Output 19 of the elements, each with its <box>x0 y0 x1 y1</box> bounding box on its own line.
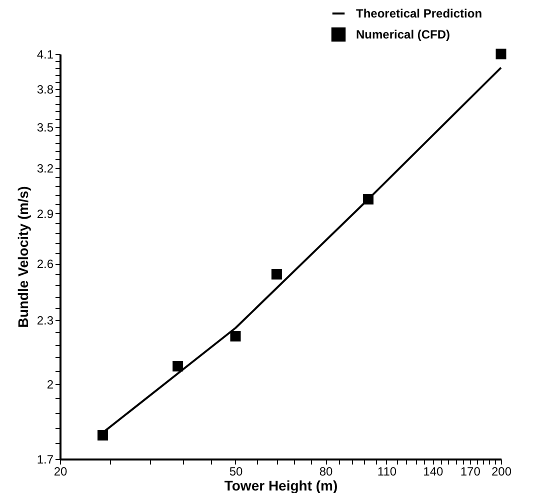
x-tick-label: 50 <box>229 464 243 478</box>
y-tick-label: 2.3 <box>36 313 54 328</box>
y-tick-label: 2 <box>46 378 54 392</box>
y-tick-label: 3.2 <box>36 162 54 176</box>
legend-label: Theoretical Prediction <box>356 6 482 20</box>
y-tick-label: 3.5 <box>36 120 54 134</box>
x-tick-label: 110 <box>377 464 397 478</box>
y-tick-label: 4.1 <box>36 48 54 62</box>
y-axis-title: Bundle Velocity (m/s) <box>14 186 31 328</box>
x-tick-label: 80 <box>319 464 334 478</box>
y-tick-label: 3.8 <box>36 82 54 96</box>
x-tick-label: 170 <box>460 464 481 478</box>
x-tick-label: 20 <box>54 464 68 478</box>
legend-label: Numerical (CFD) <box>356 28 450 42</box>
x-tick-label: 200 <box>491 464 512 478</box>
y-tick-label: 1.7 <box>36 452 54 466</box>
y-tick-label: 2.6 <box>36 257 54 272</box>
y-tick-label: 2.9 <box>36 206 54 221</box>
x-tick-label: 140 <box>423 464 444 478</box>
